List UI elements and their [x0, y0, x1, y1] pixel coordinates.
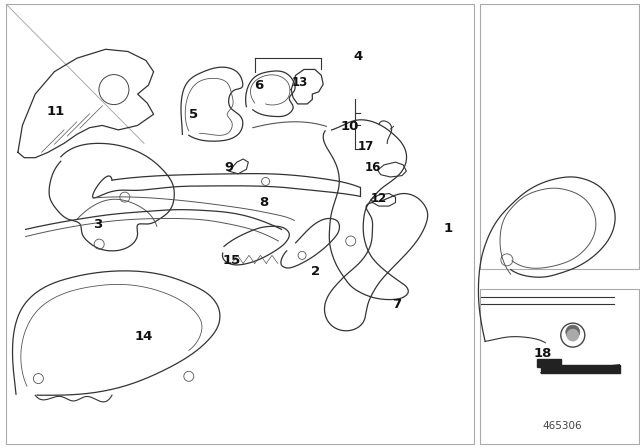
Text: 465306: 465306	[542, 422, 582, 431]
Text: 11: 11	[47, 104, 65, 118]
Circle shape	[567, 329, 579, 341]
Bar	[480, 4, 639, 269]
Text: 1: 1	[444, 222, 452, 235]
Text: 2: 2	[311, 264, 320, 278]
Bar	[480, 289, 639, 444]
Text: 3: 3	[93, 217, 102, 231]
Text: 8: 8	[259, 196, 268, 209]
Text: 18: 18	[534, 347, 552, 361]
Circle shape	[566, 325, 580, 339]
Bar	[6, 4, 474, 444]
Text: 16: 16	[365, 161, 381, 174]
Text: 12: 12	[371, 191, 387, 205]
Text: 15: 15	[223, 254, 241, 267]
Text: 4: 4	[354, 49, 363, 63]
Text: 5: 5	[189, 108, 198, 121]
Polygon shape	[541, 365, 620, 373]
Text: 10: 10	[341, 120, 359, 133]
Text: 7: 7	[392, 298, 401, 311]
Text: 17: 17	[358, 140, 374, 154]
Text: 14: 14	[134, 329, 152, 343]
Text: 6: 6	[255, 78, 264, 92]
Text: 9: 9	[224, 161, 233, 174]
Text: 13: 13	[291, 76, 308, 90]
Polygon shape	[537, 359, 561, 367]
